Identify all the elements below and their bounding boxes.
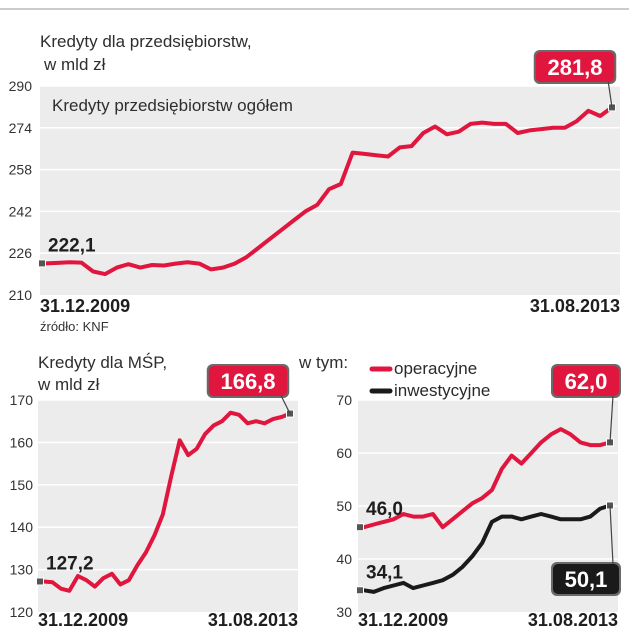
split-series-inwestycyjne-end-badge-box [553,564,619,594]
total-ytick-label: 242 [9,203,33,219]
split-ytick-label: 50 [336,498,352,514]
total-inner-label: Kredyty przedsiębiorstw ogółem [52,96,293,115]
total-series-line-start-marker [38,259,46,268]
split-x-start-label: 31.12.2009 [358,610,448,630]
source-note: źródło: KNF [40,319,109,334]
msp-series-line-end-badge-box [208,366,288,396]
msp-subtitle: w mld zł [37,375,100,394]
msp-series-line-end-badge-text: 166,8 [220,369,275,394]
split-series-operacyjne-line [362,427,612,530]
split-series-operacyjne-end-connector [609,395,614,443]
split-series-inwestycyjne-end-badge-text: 50,1 [565,567,608,592]
total-ytick-label: 290 [9,78,33,94]
msp-ytick-label: 170 [10,392,34,408]
total-ytick-label: 258 [9,162,33,178]
split-legend-label-operacyjne: operacyjne [394,359,477,378]
split-ytick-label: 60 [336,445,352,461]
msp-series-line-start-label: 127,2 [46,553,94,574]
split-series-operacyjne-start-label: 46,0 [366,499,403,520]
msp-ytick-label: 160 [10,434,34,450]
total-series-line-end-connector [607,81,613,108]
split-ytick-label: 70 [336,392,352,408]
msp-title: Kredyty dla MŚP, [38,353,167,372]
msp-x-end-label: 31.08.2013 [208,610,298,630]
split-series-inwestycyjne-start-label: 34,1 [366,562,403,583]
msp-ytick-label: 140 [10,519,34,535]
total-subtitle: w mld zł [43,55,106,74]
split-series-operacyjne-end-badge-text: 62,0 [565,369,608,394]
total-series-line-start-label: 222,1 [48,235,96,256]
total-series-line-end-badge-box [535,52,615,82]
msp-ytick-label: 120 [10,604,34,620]
msp-ytick-label: 150 [10,477,34,493]
msp-x-start-label: 31.12.2009 [38,610,128,630]
split-series-inwestycyjne-line [362,503,612,594]
total-x-start-label: 31.12.2009 [40,296,130,316]
total-series-line-end-badge-text: 281,8 [547,55,602,80]
split-series-inwestycyjne-start-marker [356,586,364,595]
split-ytick-label: 30 [336,604,352,620]
msp-series-line-line [42,410,292,593]
msp-series-line-start-marker [36,577,44,586]
total-x-end-label: 31.08.2013 [530,296,620,316]
total-ytick-label: 226 [9,245,33,261]
split-series-operacyjne-end-badge-box [553,366,619,396]
total-ytick-label: 210 [9,287,33,303]
split-series-operacyjne-start-marker [356,523,364,532]
split-legend-label-inwestycyjne: inwestycyjne [394,381,490,400]
msp-series-line-end-connector [280,395,291,414]
split-ytick-label: 40 [336,551,352,567]
split-title: w tym: [298,353,348,372]
split-series-inwestycyjne-end-connector [609,505,614,565]
total-series-line-line [44,105,614,277]
split-x-end-label: 31.08.2013 [528,610,618,630]
msp-ytick-label: 130 [10,562,34,578]
total-ytick-label: 274 [9,120,33,136]
total-title: Kredyty dla przedsiębiorstw, [40,32,252,51]
